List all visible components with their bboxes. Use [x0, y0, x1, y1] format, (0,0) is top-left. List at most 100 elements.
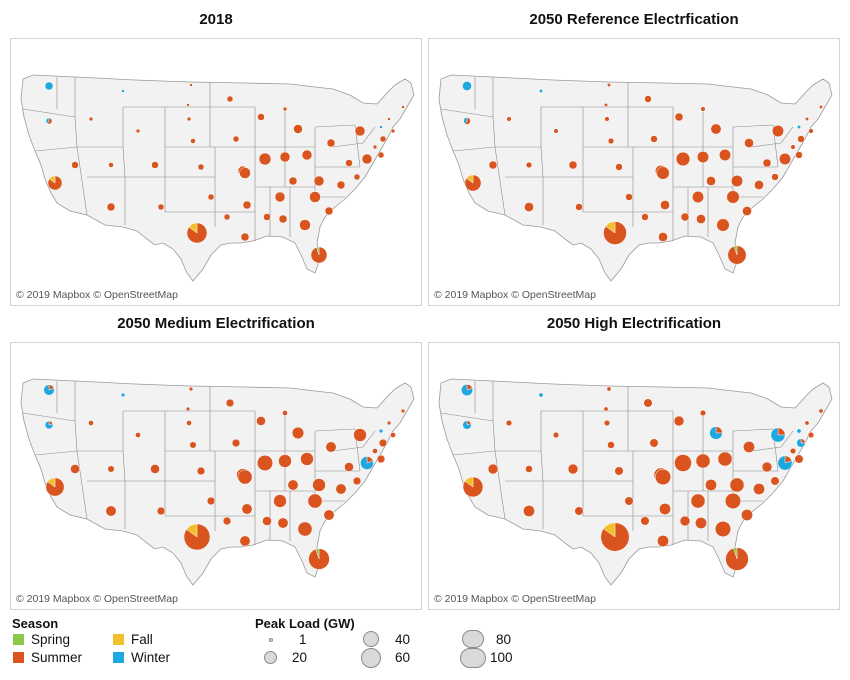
- peak-load-pie[interactable]: [121, 89, 125, 93]
- peak-load-pie[interactable]: [287, 479, 299, 491]
- peak-load-pie[interactable]: [695, 517, 707, 529]
- peak-load-pie[interactable]: [729, 477, 745, 493]
- peak-load-pie[interactable]: [378, 438, 388, 448]
- peak-load-pie[interactable]: [692, 191, 704, 203]
- peak-load-pie-spring-slice[interactable]: [316, 246, 320, 256]
- peak-load-pie[interactable]: [71, 161, 79, 169]
- peak-load-pie[interactable]: [805, 117, 809, 121]
- peak-load-pie[interactable]: [288, 176, 298, 186]
- peak-load-pie[interactable]: [624, 496, 634, 506]
- peak-load-pie[interactable]: [312, 478, 326, 492]
- peak-load-pie[interactable]: [700, 106, 706, 112]
- peak-load-pie[interactable]: [744, 138, 754, 148]
- peak-load-pie[interactable]: [790, 144, 796, 150]
- peak-load-pie[interactable]: [377, 151, 385, 159]
- peak-load-pie[interactable]: [361, 153, 373, 165]
- peak-load-pie[interactable]: [282, 410, 288, 416]
- peak-load-pie[interactable]: [643, 398, 653, 408]
- peak-load-pie-fall-slice[interactable]: [603, 522, 616, 538]
- peak-load-pie[interactable]: [649, 438, 659, 448]
- peak-load-pie-fall-slice[interactable]: [605, 221, 616, 234]
- peak-load-pie[interactable]: [719, 149, 731, 161]
- peak-load-pie-winter-slice[interactable]: [461, 384, 473, 396]
- peak-load-pie[interactable]: [186, 420, 192, 426]
- peak-load-pie[interactable]: [274, 191, 286, 203]
- peak-load-pie-winter-slice[interactable]: [44, 420, 54, 430]
- peak-load-pie[interactable]: [225, 398, 235, 408]
- peak-load-pie[interactable]: [539, 89, 543, 93]
- peak-load-pie[interactable]: [796, 428, 802, 434]
- peak-load-pie[interactable]: [625, 193, 633, 201]
- map-panel-2050-medium[interactable]: © 2019 Mapbox © OpenStreetMap: [10, 342, 422, 610]
- peak-load-pie[interactable]: [604, 103, 608, 107]
- peak-load-pie[interactable]: [344, 462, 354, 472]
- peak-load-pie-spring-slice[interactable]: [733, 547, 738, 560]
- peak-load-pie[interactable]: [70, 464, 80, 474]
- peak-load-pie[interactable]: [818, 408, 824, 414]
- peak-load-pie[interactable]: [772, 125, 784, 137]
- peak-load-pie[interactable]: [300, 452, 314, 466]
- peak-load-pie[interactable]: [679, 515, 691, 527]
- peak-load-pie[interactable]: [675, 151, 691, 167]
- map-panel-2050-high[interactable]: © 2019 Mapbox © OpenStreetMap: [428, 342, 840, 610]
- peak-load-pie[interactable]: [378, 428, 384, 434]
- peak-load-pie[interactable]: [674, 112, 684, 122]
- peak-load-pie[interactable]: [196, 466, 206, 476]
- peak-load-pie[interactable]: [353, 428, 367, 442]
- peak-load-pie[interactable]: [673, 415, 685, 427]
- peak-load-pie[interactable]: [640, 516, 650, 526]
- peak-load-pie[interactable]: [226, 95, 234, 103]
- peak-load-pie[interactable]: [726, 190, 740, 204]
- peak-load-pie[interactable]: [386, 420, 392, 426]
- peak-load-pie[interactable]: [186, 103, 190, 107]
- peak-load-pie[interactable]: [190, 138, 196, 144]
- map-panel-2018[interactable]: © 2019 Mapbox © OpenStreetMap: [10, 38, 422, 306]
- peak-load-pie[interactable]: [307, 493, 323, 509]
- peak-load-pie[interactable]: [379, 135, 387, 143]
- peak-load-pie[interactable]: [297, 521, 313, 537]
- peak-load-pie[interactable]: [372, 144, 378, 150]
- peak-load-pie[interactable]: [108, 162, 114, 168]
- peak-load-pie[interactable]: [241, 503, 253, 515]
- peak-load-pie[interactable]: [574, 506, 584, 516]
- peak-load-pie[interactable]: [657, 535, 669, 547]
- peak-load-pie[interactable]: [291, 426, 305, 440]
- peak-load-pie[interactable]: [240, 232, 250, 242]
- peak-load-pie-winter-slice[interactable]: [43, 384, 55, 396]
- peak-load-pie[interactable]: [256, 416, 266, 426]
- peak-load-pie[interactable]: [674, 454, 692, 472]
- peak-load-pie[interactable]: [262, 516, 272, 526]
- peak-load-pie[interactable]: [697, 151, 709, 163]
- peak-load-pie[interactable]: [487, 463, 499, 475]
- peak-load-pie[interactable]: [185, 406, 191, 412]
- peak-load-pie[interactable]: [754, 180, 764, 190]
- peak-load-pie[interactable]: [614, 466, 624, 476]
- peak-load-pie-fall-slice[interactable]: [464, 476, 474, 488]
- peak-load-pie[interactable]: [603, 406, 609, 412]
- peak-load-pie[interactable]: [794, 454, 804, 464]
- peak-load-pie[interactable]: [538, 392, 544, 398]
- peak-load-pie[interactable]: [293, 124, 303, 134]
- peak-load-pie[interactable]: [731, 175, 743, 187]
- peak-load-pie[interactable]: [699, 409, 707, 417]
- peak-load-pie[interactable]: [607, 441, 615, 449]
- peak-load-pie[interactable]: [372, 448, 378, 454]
- peak-load-pie[interactable]: [525, 465, 533, 473]
- peak-load-pie[interactable]: [206, 496, 216, 506]
- peak-load-pie[interactable]: [239, 167, 251, 179]
- peak-load-pie[interactable]: [263, 213, 271, 221]
- peak-load-pie[interactable]: [278, 454, 292, 468]
- peak-load-pie[interactable]: [239, 535, 251, 547]
- peak-load-pie[interactable]: [779, 153, 791, 165]
- peak-load-pie-fall-slice[interactable]: [186, 523, 198, 538]
- peak-load-pie[interactable]: [714, 520, 732, 538]
- peak-load-pie[interactable]: [644, 95, 652, 103]
- peak-load-pie[interactable]: [150, 464, 160, 474]
- peak-load-pie[interactable]: [770, 476, 780, 486]
- peak-load-pie[interactable]: [716, 218, 730, 232]
- peak-load-pie[interactable]: [277, 517, 289, 529]
- peak-load-pie[interactable]: [352, 476, 362, 486]
- peak-load-pie[interactable]: [795, 151, 803, 159]
- peak-load-pie[interactable]: [237, 469, 253, 485]
- peak-load-pie-spring-slice[interactable]: [733, 245, 738, 256]
